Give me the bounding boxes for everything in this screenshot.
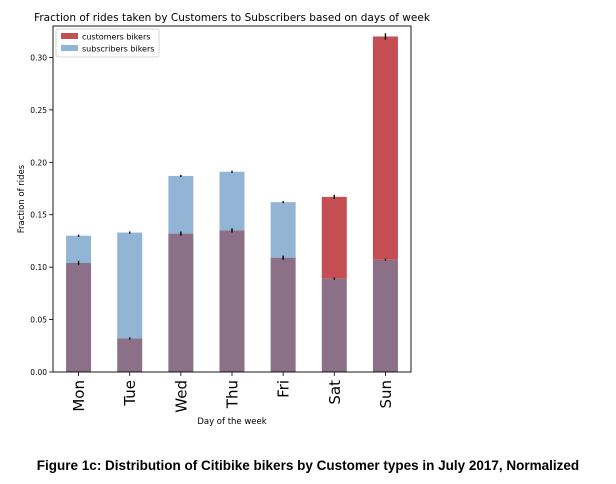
bar-tue-overlap [117,338,143,372]
y-tick-label-0.20: 0.20 [30,158,47,167]
bar-tue-upper [117,232,143,339]
y-tick-label-0.15: 0.15 [30,211,47,220]
legend-box [55,28,160,58]
bar-mon-upper [66,235,92,263]
bar-sun-upper [372,36,398,260]
x-tick-label-tue: Tue [121,380,139,407]
y-axis-label: Fraction of rides [17,164,27,233]
y-tick-label-0.00: 0.00 [30,368,47,377]
bar-fri-upper [270,202,296,258]
legend-label-subscribers: subscribers bikers [82,45,154,54]
bar-wed-upper [168,175,194,234]
y-axis: 0.00 0.05 0.10 0.15 0.20 0.25 0.30 [30,53,53,377]
x-axis: Mon Tue Wed Thu Fri Sat Sun [70,372,395,413]
chart-title: Fraction of rides taken by Customers to … [34,12,431,24]
y-tick-label-0.05: 0.05 [30,316,47,325]
error-bars-layer [77,33,387,340]
bar-fri-overlap [270,257,296,372]
legend: customers bikers subscribers bikers [55,28,160,58]
bar-sat-overlap [321,278,347,372]
legend-label-customers: customers bikers [82,33,150,42]
legend-swatch-customers [61,33,78,39]
legend-swatch-subscribers [61,45,78,51]
x-axis-label: Day of the week [197,417,266,427]
x-tick-label-wed: Wed [172,380,190,413]
y-tick-label-0.10: 0.10 [30,263,47,272]
bar-thu-upper [219,171,245,231]
x-tick-label-sat: Sat [326,380,344,405]
bar-sun-overlap [372,259,398,372]
bar-thu-overlap [219,230,245,372]
y-tick-label-0.25: 0.25 [30,106,47,115]
bar-wed-overlap [168,233,194,372]
x-tick-label-sun: Sun [377,380,395,409]
figure-caption: Figure 1c: Distribution of Citibike bike… [36,458,580,473]
bar-mon-overlap [66,262,92,372]
y-tick-label-0.30: 0.30 [30,53,47,62]
x-tick-label-fri: Fri [275,380,293,398]
bar-sat-upper [321,196,347,279]
x-tick-label-mon: Mon [70,380,88,412]
chart: Fraction of rides taken by Customers to … [17,12,431,427]
bars-layer [66,36,398,372]
x-tick-label-thu: Thu [224,380,242,409]
